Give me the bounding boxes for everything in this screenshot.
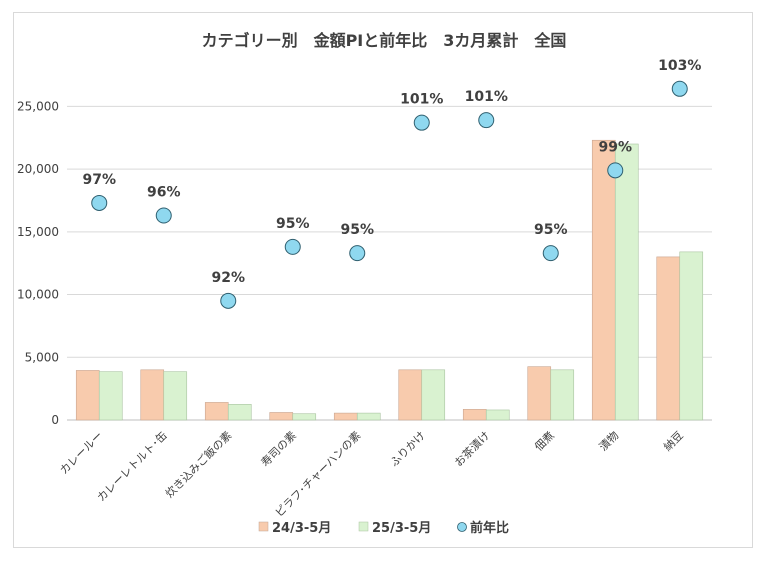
bar-series-2 [614, 143, 639, 421]
chart-title: カテゴリー別 金額PIと前年比 3カ月累計 全国 [202, 31, 567, 50]
ratio-data-label: 95% [340, 222, 374, 238]
x-tick-label: カレールー [57, 429, 105, 477]
ratio-point [542, 245, 559, 262]
legend-marker-ratio [457, 522, 467, 532]
ratio-point [413, 114, 430, 131]
ratio-data-label: 103% [658, 58, 701, 74]
legend-swatch-series-2 [358, 521, 369, 532]
bar-series-2 [356, 412, 381, 421]
x-tick-label: 漬物 [596, 428, 621, 453]
bar-series-1 [204, 402, 229, 421]
y-tick-label: 0 [51, 413, 59, 427]
bar-series-2 [227, 404, 252, 421]
bar-series-1 [591, 139, 616, 421]
bar-series-2 [163, 371, 188, 421]
ratio-data-label: 99% [598, 139, 632, 155]
ratio-point [478, 112, 495, 129]
bar-series-2 [98, 371, 123, 421]
y-tick-label: 10,000 [17, 288, 59, 302]
legend-label-ratio: 前年比 [470, 520, 509, 536]
bar-series-1 [269, 412, 294, 421]
ratio-point [220, 292, 237, 309]
legend: 24/3-5月 25/3-5月 前年比 [258, 520, 509, 536]
point-layer: 97% 96% 92% 95% 95% 101% 101% 95% 99% 103% [82, 58, 701, 309]
ratio-point [671, 80, 688, 97]
legend-label-series-1: 24/3-5月 [272, 521, 331, 536]
ratio-data-label: 96% [147, 185, 181, 201]
chart-frame: カテゴリー別 金額PIと前年比 3カ月累計 全国 0 5,000 10,000 15,… [13, 12, 753, 548]
bar-series-1 [527, 366, 552, 421]
bar-series-2 [421, 369, 446, 421]
bar-series-2 [485, 409, 510, 421]
ratio-point [349, 245, 366, 262]
y-tick-label: 25,000 [17, 99, 59, 113]
ratio-data-label: 92% [211, 270, 245, 286]
y-tick-label: 15,000 [17, 225, 59, 239]
bar-series-2 [292, 413, 317, 421]
x-tick-label: お茶漬け [451, 428, 492, 469]
bar-series-1 [333, 412, 358, 421]
ratio-point [91, 194, 108, 211]
x-tick-label: 寿司の素 [258, 428, 299, 469]
y-tick-label: 5,000 [25, 350, 59, 364]
x-tick-label: ふりかけ [388, 429, 428, 469]
ratio-point [607, 162, 624, 179]
bar-series-2 [679, 251, 704, 421]
x-tick-label: 炊き込みご飯の素 [162, 428, 234, 500]
legend-label-series-2: 25/3-5月 [372, 521, 431, 536]
legend-swatch-series-1 [258, 521, 269, 532]
bar-series-1 [398, 369, 423, 421]
x-tick-label: カレーレトルト･缶 [94, 428, 170, 504]
chart-svg: カテゴリー別 金額PIと前年比 3カ月累計 全国 0 5,000 10,000 15,… [17, 31, 712, 536]
ratio-point [155, 207, 172, 224]
bar-series-1 [75, 370, 100, 421]
x-tick-label: 納豆 [661, 429, 686, 454]
bar-series-1 [140, 369, 165, 421]
ratio-data-label: 97% [82, 172, 116, 188]
x-tick-label: 佃煮 [532, 429, 557, 454]
ratio-data-label: 95% [276, 216, 310, 232]
bar-series-2 [550, 369, 575, 421]
ratio-point [284, 238, 301, 255]
y-tick-label: 20,000 [17, 162, 59, 176]
ratio-data-label: 95% [534, 222, 568, 238]
bar-series-1 [462, 409, 487, 421]
bar-series-1 [656, 256, 681, 421]
ratio-data-label: 101% [400, 92, 443, 108]
ratio-data-label: 101% [465, 89, 508, 105]
